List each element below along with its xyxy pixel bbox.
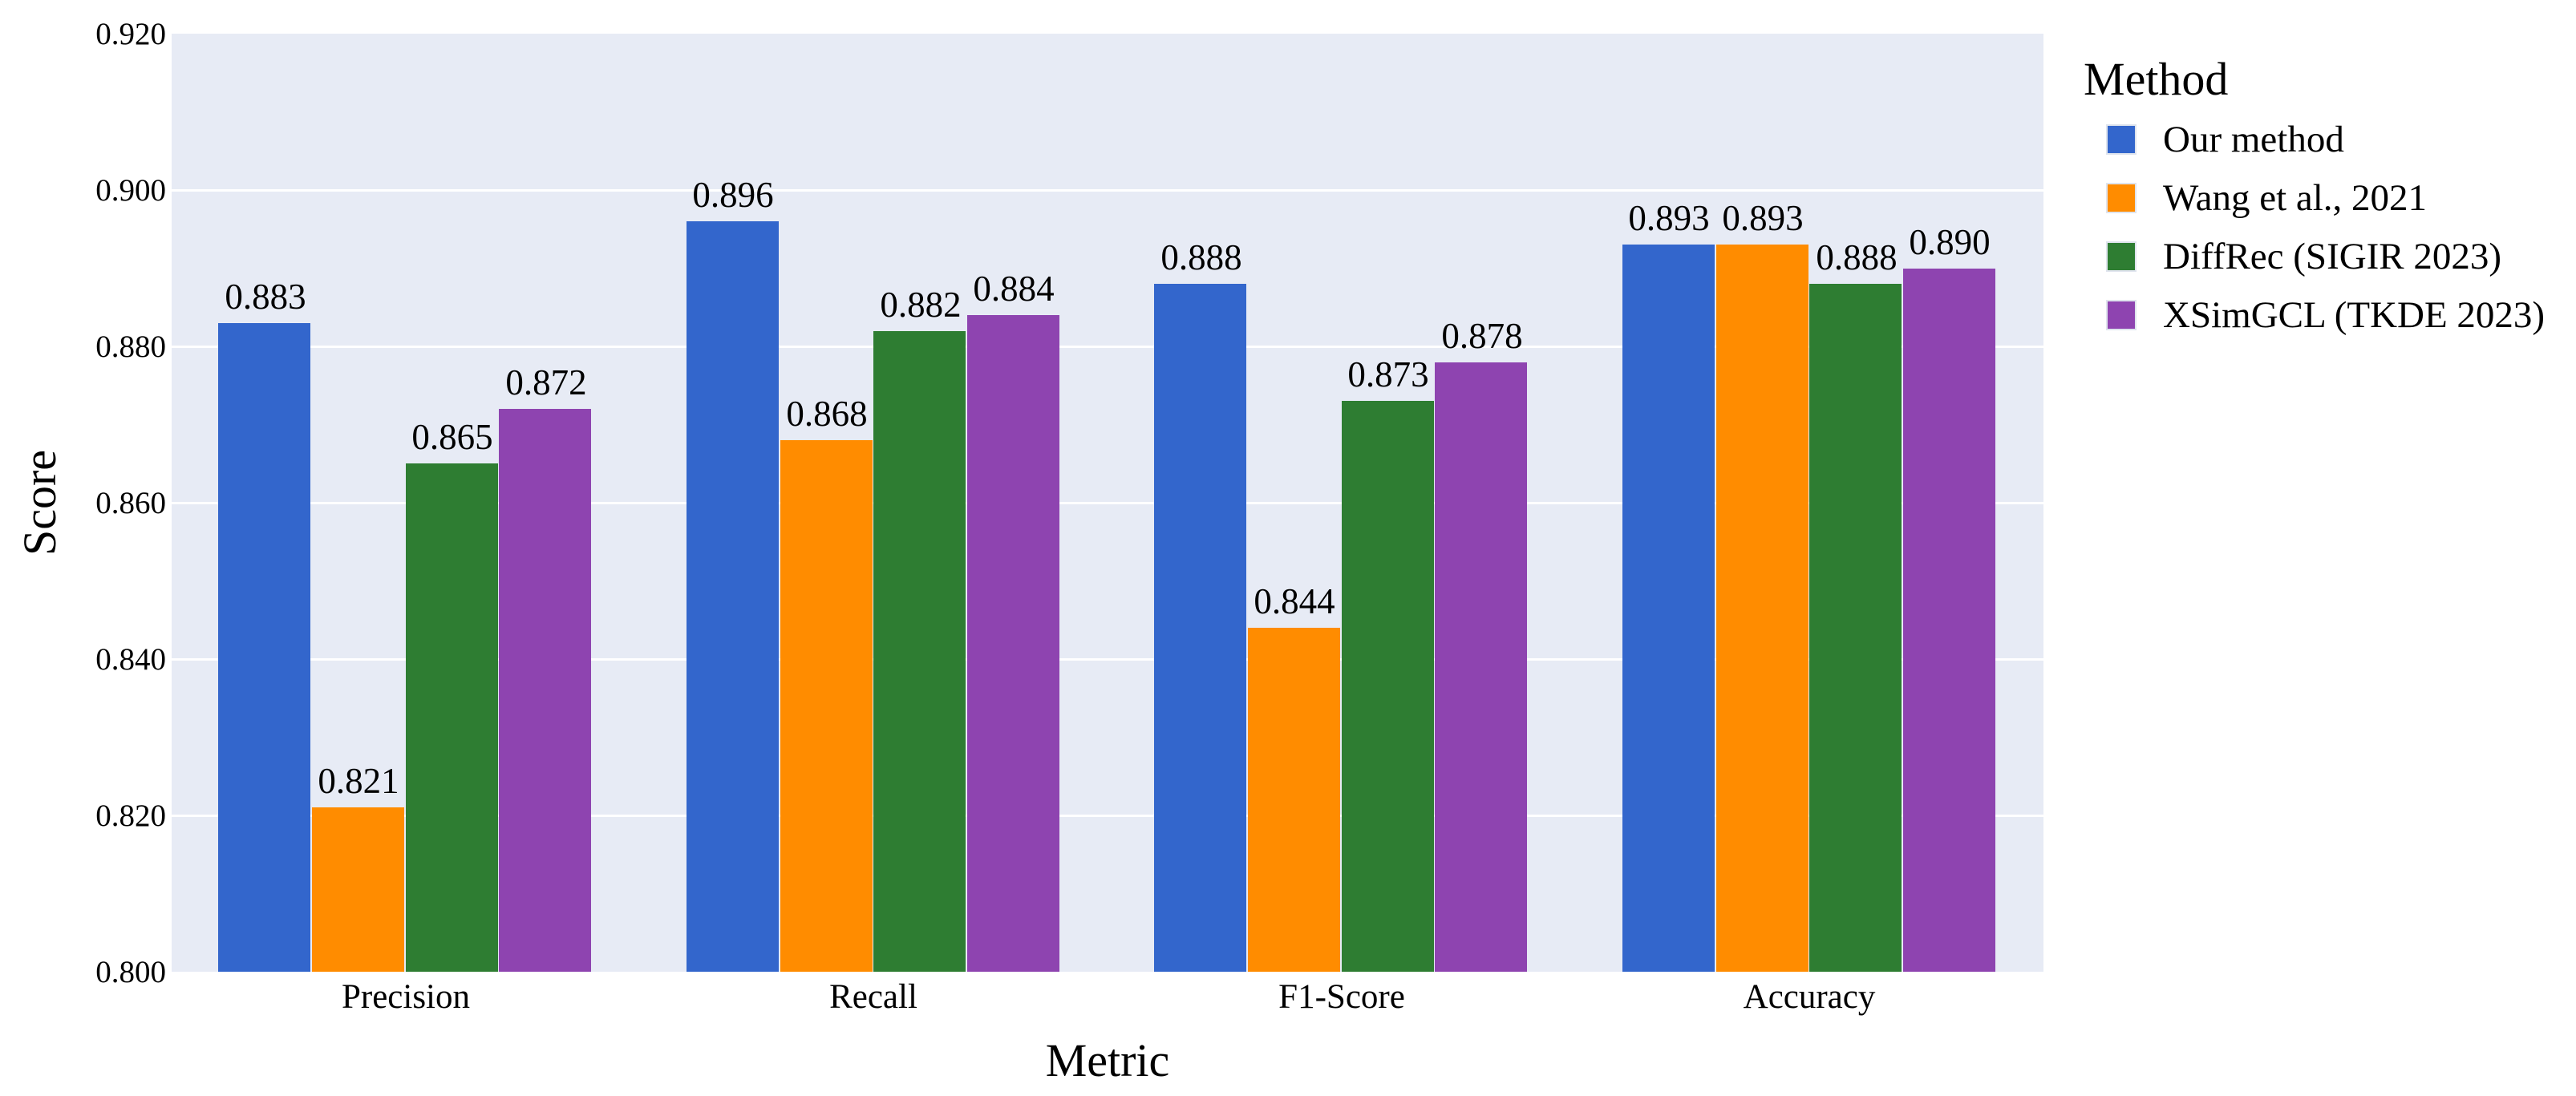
- legend-item-label: DiffRec (SIGIR 2023): [2163, 236, 2502, 277]
- legend-swatch: [2108, 126, 2135, 153]
- legend-item: Wang et al., 2021: [2084, 177, 2573, 219]
- gridline: [172, 815, 2043, 817]
- bar: [218, 323, 310, 972]
- bar: [873, 331, 966, 972]
- bar-value-label: 0.844: [1254, 581, 1335, 621]
- bar-value-label: 0.893: [1722, 198, 1804, 238]
- x-axis-title: Metric: [1045, 1034, 1170, 1086]
- bar: [1903, 269, 1995, 972]
- bar: [1716, 245, 1808, 972]
- bar: [1248, 628, 1340, 972]
- bar-value-label: 0.890: [1909, 222, 1991, 262]
- bar: [687, 221, 779, 972]
- bar-value-label: 0.882: [880, 285, 962, 325]
- legend-item: XSimGCL (TKDE 2023): [2084, 294, 2573, 336]
- x-tick-label: Recall: [829, 978, 917, 1016]
- legend-item-label: Wang et al., 2021: [2163, 177, 2428, 219]
- gridline: [172, 346, 2043, 348]
- bar-value-label: 0.868: [786, 394, 868, 434]
- legend-swatch: [2108, 243, 2135, 270]
- bar: [1342, 401, 1434, 972]
- bar-value-label: 0.872: [505, 362, 587, 402]
- legend-item: DiffRec (SIGIR 2023): [2084, 236, 2573, 277]
- bar-value-label: 0.878: [1441, 316, 1523, 356]
- gridline: [172, 658, 2043, 661]
- gridline: [172, 502, 2043, 504]
- bar: [312, 807, 404, 972]
- gridline: [172, 189, 2043, 192]
- y-tick-label: 0.900: [95, 173, 166, 208]
- y-tick-label: 0.820: [95, 799, 166, 833]
- bar-value-label: 0.888: [1816, 237, 1898, 277]
- y-tick-label: 0.920: [95, 17, 166, 51]
- bar: [1154, 284, 1246, 972]
- bar: [1622, 245, 1715, 972]
- bar-value-label: 0.896: [692, 175, 774, 215]
- legend-swatch: [2108, 184, 2135, 212]
- bar-value-label: 0.883: [225, 277, 306, 317]
- legend-title: Method: [2084, 53, 2229, 105]
- bar-value-label: 0.873: [1347, 354, 1429, 394]
- bar: [406, 463, 498, 972]
- y-tick-label: 0.880: [95, 330, 166, 364]
- legend-item-label: XSimGCL (TKDE 2023): [2163, 294, 2546, 336]
- x-tick-label: Accuracy: [1743, 978, 1876, 1016]
- bar-value-label: 0.821: [318, 761, 399, 801]
- legend: Method Our method Wang et al., 2021 DiffRe…: [2084, 53, 2573, 335]
- bar: [1809, 284, 1902, 972]
- bar: [780, 440, 873, 972]
- legend-swatch: [2108, 301, 2135, 329]
- legend-item: Our method: [2084, 119, 2573, 160]
- bar-value-label: 0.884: [973, 269, 1055, 309]
- bar-value-label: 0.888: [1160, 237, 1242, 277]
- bar: [1435, 362, 1527, 972]
- legend-item-label: Our method: [2163, 119, 2344, 160]
- y-tick-label: 0.860: [95, 486, 166, 520]
- bar-value-label: 0.893: [1628, 198, 1710, 238]
- y-tick-label: 0.840: [95, 642, 166, 677]
- x-tick-label: F1-Score: [1278, 978, 1405, 1016]
- x-tick-label: Precision: [341, 978, 471, 1016]
- bar-value-label: 0.865: [411, 417, 493, 457]
- bar: [967, 315, 1059, 972]
- bar: [499, 409, 591, 972]
- y-tick-label: 0.800: [95, 955, 166, 989]
